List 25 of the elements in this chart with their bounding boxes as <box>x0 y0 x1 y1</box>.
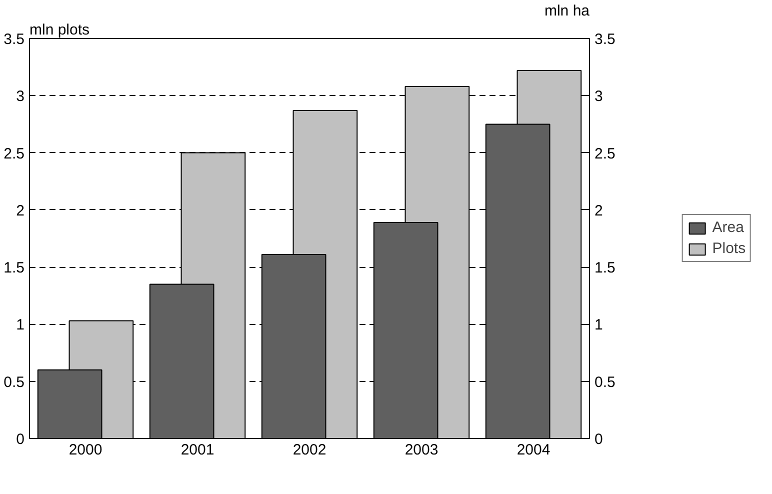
y-tick-label: 0 <box>16 431 24 448</box>
y2-tick-label: 1 <box>594 316 603 334</box>
y-tick-label: 3 <box>16 88 24 106</box>
y-tick-label: 2.5 <box>4 145 25 162</box>
x-tick-label: 2003 <box>404 442 438 458</box>
y-tick-label: 0.5 <box>4 374 25 391</box>
legend-label: Area <box>712 219 744 236</box>
y-tick-label: 2 <box>16 202 24 220</box>
x-tick-label: 2002 <box>292 442 326 458</box>
y2-tick-label: 3.5 <box>594 31 616 48</box>
y2-axis-title: mln ha <box>544 2 590 20</box>
x-tick-label: 2000 <box>68 442 102 458</box>
y2-tick-label: 0.5 <box>594 374 616 391</box>
y2-tick-label: 3 <box>594 88 603 106</box>
y2-tick-label: 1.5 <box>594 260 616 277</box>
y-tick-label: 1 <box>16 316 24 334</box>
legend-label: Plots <box>712 240 746 257</box>
y2-tick-label: 2.5 <box>594 145 616 162</box>
x-tick-label: 2004 <box>516 442 550 458</box>
x-tick-label: 2001 <box>180 442 214 458</box>
y-tick-label: 1.5 <box>4 260 25 277</box>
y-axis-title: mln plots <box>30 22 90 38</box>
y2-tick-label: 2 <box>594 202 603 220</box>
y-tick-label: 3.5 <box>4 31 25 48</box>
y2-tick-label: 0 <box>594 431 603 448</box>
